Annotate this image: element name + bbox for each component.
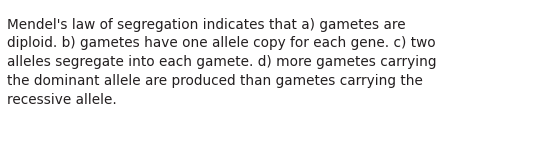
Text: Mendel's law of segregation indicates that a) gametes are
diploid. b) gametes ha: Mendel's law of segregation indicates th… [7,18,436,107]
